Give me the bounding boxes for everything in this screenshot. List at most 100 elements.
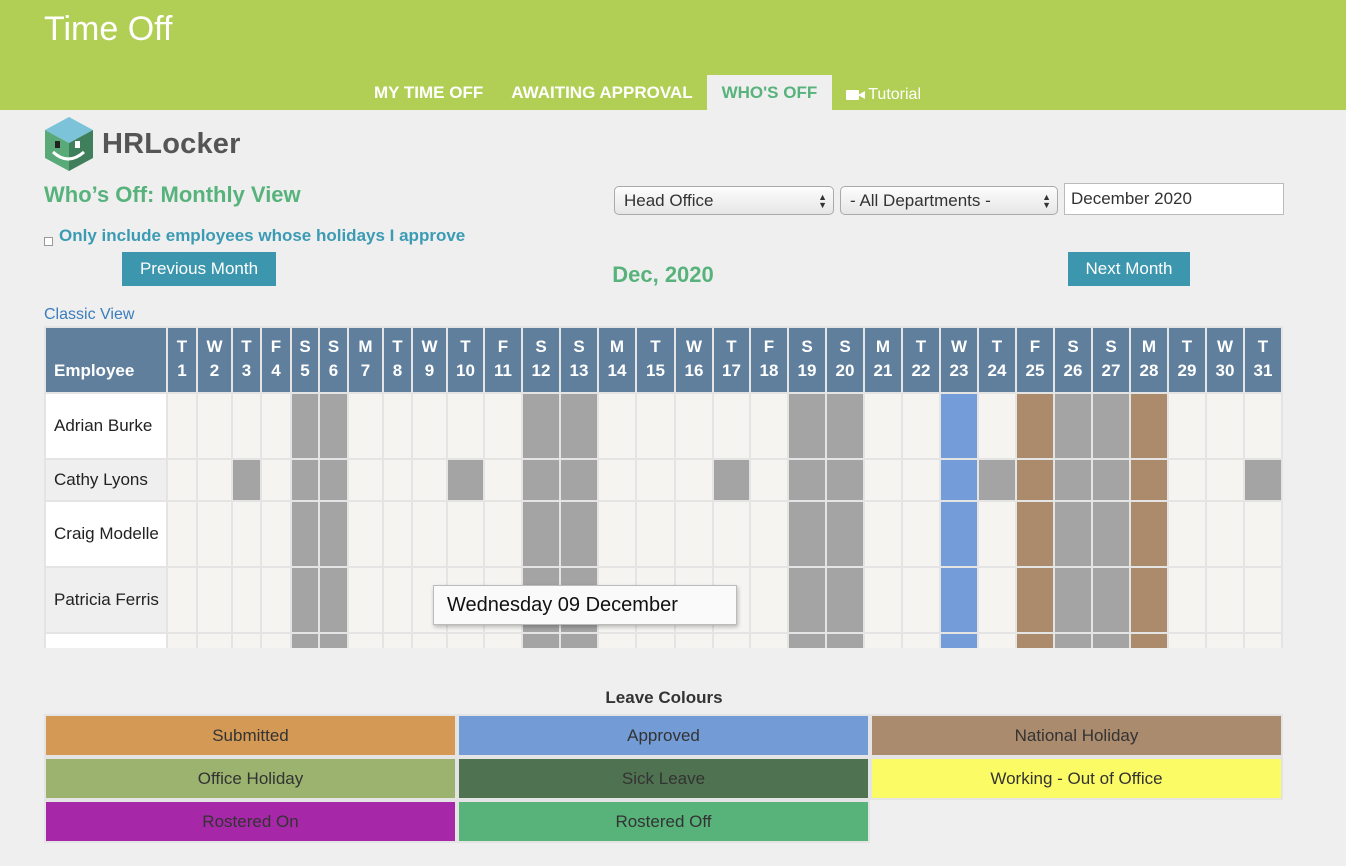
day-cell[interactable] xyxy=(483,632,523,648)
day-cell[interactable] xyxy=(166,500,198,568)
day-cell[interactable] xyxy=(411,392,448,460)
day-cell[interactable] xyxy=(446,632,485,648)
day-cell[interactable] xyxy=(1205,566,1245,634)
day-cell[interactable] xyxy=(597,392,637,460)
day-cell[interactable] xyxy=(1129,500,1169,568)
day-cell[interactable] xyxy=(635,632,676,648)
day-cell[interactable] xyxy=(559,458,599,502)
day-cell[interactable] xyxy=(260,566,292,634)
day-cell[interactable] xyxy=(787,566,827,634)
day-cell[interactable] xyxy=(597,632,637,648)
day-cell[interactable] xyxy=(1167,500,1207,568)
office-select[interactable]: Head Office ▲ ▼ xyxy=(614,186,834,215)
day-cell[interactable] xyxy=(635,392,676,460)
day-cell[interactable] xyxy=(483,500,523,568)
day-cell[interactable] xyxy=(787,458,827,502)
day-cell[interactable] xyxy=(1053,566,1093,634)
day-cell[interactable] xyxy=(382,500,413,568)
classic-view-link[interactable]: Classic View xyxy=(44,306,135,323)
day-cell[interactable] xyxy=(1091,500,1131,568)
day-cell[interactable] xyxy=(521,500,561,568)
day-cell[interactable] xyxy=(749,392,789,460)
day-cell[interactable] xyxy=(446,458,485,502)
day-cell[interactable] xyxy=(382,632,413,648)
day-cell[interactable] xyxy=(825,392,865,460)
day-cell[interactable] xyxy=(521,458,561,502)
day-cell[interactable] xyxy=(446,392,485,460)
month-picker-input[interactable]: December 2020 xyxy=(1064,183,1284,215)
day-cell[interactable] xyxy=(674,632,714,648)
day-cell[interactable] xyxy=(1243,632,1283,648)
day-cell[interactable] xyxy=(863,392,903,460)
department-select[interactable]: - All Departments - ▲ ▼ xyxy=(840,186,1058,215)
day-cell[interactable] xyxy=(1205,458,1245,502)
day-cell[interactable] xyxy=(166,632,198,648)
next-month-button[interactable]: Next Month xyxy=(1068,252,1190,286)
day-cell[interactable] xyxy=(787,632,827,648)
day-cell[interactable] xyxy=(559,632,599,648)
day-cell[interactable] xyxy=(1167,392,1207,460)
day-cell[interactable] xyxy=(260,392,292,460)
day-cell[interactable] xyxy=(290,632,320,648)
day-cell[interactable] xyxy=(1205,392,1245,460)
day-cell[interactable] xyxy=(1015,392,1055,460)
day-cell[interactable] xyxy=(1091,458,1131,502)
day-cell[interactable] xyxy=(347,632,384,648)
day-cell[interactable] xyxy=(196,458,233,502)
employee-name[interactable]: Cathy Lyons xyxy=(44,458,168,502)
day-cell[interactable] xyxy=(1129,632,1169,648)
day-cell[interactable] xyxy=(1129,458,1169,502)
day-cell[interactable] xyxy=(939,632,979,648)
day-cell[interactable] xyxy=(977,632,1017,648)
day-cell[interactable] xyxy=(863,566,903,634)
day-cell[interactable] xyxy=(411,632,448,648)
day-cell[interactable] xyxy=(674,500,714,568)
day-cell[interactable] xyxy=(260,500,292,568)
day-cell[interactable] xyxy=(1243,500,1283,568)
approver-filter-label[interactable]: Only include employees whose holidays I … xyxy=(59,226,466,245)
day-cell[interactable] xyxy=(674,458,714,502)
employee-name[interactable]: Craig Modelle xyxy=(44,500,168,568)
day-cell[interactable] xyxy=(863,632,903,648)
day-cell[interactable] xyxy=(559,392,599,460)
day-cell[interactable] xyxy=(901,500,941,568)
day-cell[interactable] xyxy=(446,500,485,568)
day-cell[interactable] xyxy=(196,500,233,568)
day-cell[interactable] xyxy=(901,632,941,648)
day-cell[interactable] xyxy=(749,566,789,634)
day-cell[interactable] xyxy=(231,566,262,634)
day-cell[interactable] xyxy=(977,458,1017,502)
day-cell[interactable] xyxy=(347,566,384,634)
day-cell[interactable] xyxy=(825,566,865,634)
day-cell[interactable] xyxy=(1129,566,1169,634)
day-cell[interactable] xyxy=(521,632,561,648)
day-cell[interactable] xyxy=(411,458,448,502)
day-cell[interactable] xyxy=(1053,632,1093,648)
day-cell[interactable] xyxy=(1205,500,1245,568)
day-cell[interactable] xyxy=(1167,566,1207,634)
day-cell[interactable] xyxy=(318,392,349,460)
tab-awaiting-approval[interactable]: AWAITING APPROVAL xyxy=(511,83,693,102)
day-cell[interactable] xyxy=(166,458,198,502)
day-cell[interactable] xyxy=(290,458,320,502)
day-cell[interactable] xyxy=(1015,566,1055,634)
day-cell[interactable] xyxy=(318,500,349,568)
day-cell[interactable] xyxy=(939,566,979,634)
day-cell[interactable] xyxy=(939,458,979,502)
day-cell[interactable] xyxy=(635,500,676,568)
day-cell[interactable] xyxy=(863,458,903,502)
day-cell[interactable] xyxy=(231,500,262,568)
tutorial-link[interactable]: Tutorial xyxy=(832,75,921,110)
day-cell[interactable] xyxy=(597,500,637,568)
day-cell[interactable] xyxy=(166,392,198,460)
day-cell[interactable] xyxy=(290,392,320,460)
day-cell[interactable] xyxy=(411,500,448,568)
day-cell[interactable] xyxy=(977,500,1017,568)
day-cell[interactable] xyxy=(318,458,349,502)
day-cell[interactable] xyxy=(347,392,384,460)
day-cell[interactable] xyxy=(231,632,262,648)
day-cell[interactable] xyxy=(863,500,903,568)
day-cell[interactable] xyxy=(1243,392,1283,460)
day-cell[interactable] xyxy=(521,392,561,460)
day-cell[interactable] xyxy=(347,458,384,502)
